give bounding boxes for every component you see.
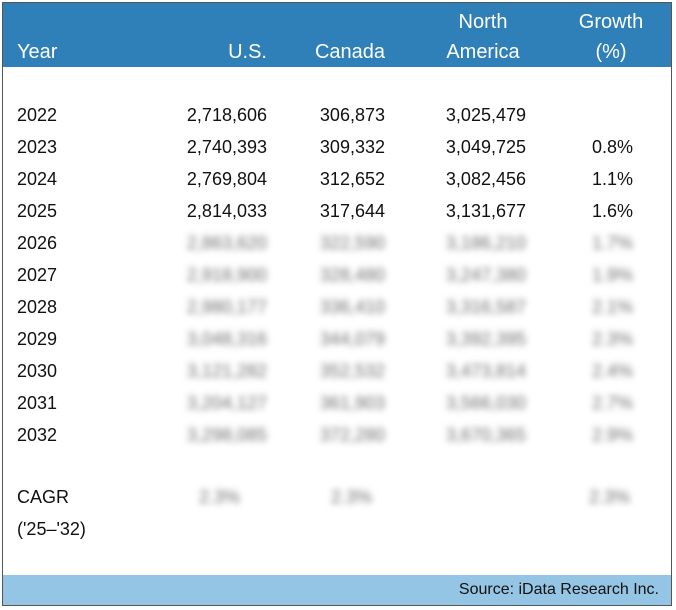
us-cell: 3,298,085 — [186, 425, 267, 445]
us-cell: 2,718,606 — [186, 105, 267, 125]
us-cell: 3,121,282 — [186, 361, 267, 381]
canada-cell: 309,332 — [319, 137, 385, 157]
growth-cell: 2.3% — [591, 329, 633, 349]
table-header: Year U.S. Canada North America Growth (%… — [3, 3, 671, 67]
us-cell: 2,863,620 — [186, 233, 267, 253]
cagr-label-line1: CAGR — [17, 487, 70, 507]
canada-cell: 361,903 — [319, 393, 385, 413]
table-body: 2022 2,718,606 306,873 3,025,479 2023 2,… — [3, 99, 671, 451]
north-america-cell: 3,247,380 — [445, 265, 526, 285]
north-america-cell: 3,316,587 — [445, 297, 526, 317]
table-row: 2031 3,204,127 361,903 3,566,030 2.7% — [3, 387, 671, 419]
growth-cell: 1.9% — [591, 265, 633, 285]
growth-cell: 2.4% — [591, 361, 633, 381]
source-footer: Source: iData Research Inc. — [3, 575, 671, 605]
table-row: 2022 2,718,606 306,873 3,025,479 — [3, 99, 671, 131]
growth-cell: 2.7% — [591, 393, 633, 413]
table-row: 2024 2,769,804 312,652 3,082,456 1.1% — [3, 163, 671, 195]
growth-cell: 1.1% — [591, 169, 633, 189]
table-row: 2023 2,740,393 309,332 3,049,725 0.8% — [3, 131, 671, 163]
year-cell: 2025 — [17, 201, 58, 221]
us-cell: 2,918,900 — [186, 265, 267, 285]
canada-cell: 317,644 — [319, 201, 385, 221]
canada-cell: 372,280 — [319, 425, 385, 445]
header-us: U.S. — [228, 41, 267, 63]
table-row: 2025 2,814,033 317,644 3,131,677 1.6% — [3, 195, 671, 227]
us-cell: 2,814,033 — [186, 201, 267, 221]
cagr-growth-value: 2.3% — [589, 487, 631, 507]
north-america-cell: 3,131,677 — [445, 201, 526, 221]
us-cell: 2,769,804 — [186, 169, 267, 189]
canada-cell: 328,480 — [319, 265, 385, 285]
canada-cell: 306,873 — [319, 105, 385, 125]
growth-cell: 1.7% — [591, 233, 633, 253]
cagr-canada-value: 2.3% — [331, 487, 373, 507]
us-cell: 3,204,127 — [186, 393, 267, 413]
header-canada: Canada — [314, 41, 385, 63]
canada-cell: 322,590 — [319, 233, 385, 253]
growth-cell: 2.9% — [591, 425, 633, 445]
year-cell: 2027 — [17, 265, 58, 285]
table-row: 2026 2,863,620 322,590 3,186,210 1.7% — [3, 227, 671, 259]
header-growth-line1: Growth — [578, 11, 644, 33]
year-cell: 2030 — [17, 361, 58, 381]
year-cell: 2023 — [17, 137, 58, 157]
north-america-cell: 3,186,210 — [445, 233, 526, 253]
north-america-cell: 3,670,365 — [445, 425, 526, 445]
north-america-cell: 3,025,479 — [445, 105, 526, 125]
canada-cell: 312,652 — [319, 169, 385, 189]
year-cell: 2026 — [17, 233, 58, 253]
canada-cell: 336,410 — [319, 297, 385, 317]
canada-cell: 352,532 — [319, 361, 385, 381]
year-cell: 2024 — [17, 169, 58, 189]
cagr-label-line2: ('25–'32) — [17, 519, 86, 539]
north-america-cell: 3,473,814 — [445, 361, 526, 381]
canada-cell: 344,079 — [319, 329, 385, 349]
growth-cell: 0.8% — [591, 137, 633, 157]
header-north-america-line2: America — [446, 41, 520, 63]
us-cell: 2,740,393 — [186, 137, 267, 157]
source-text: Source: iData Research Inc. — [458, 581, 659, 598]
year-cell: 2022 — [17, 105, 58, 125]
header-north-america-line1: North — [458, 11, 508, 33]
cagr-us-value: 2.3% — [199, 487, 241, 507]
year-cell: 2032 — [17, 425, 58, 445]
growth-cell: 1.6% — [591, 201, 633, 221]
year-cell: 2031 — [17, 393, 58, 413]
table-row: 2029 3,048,316 344,079 3,392,395 2.3% — [3, 323, 671, 355]
table-row: 2030 3,121,282 352,532 3,473,814 2.4% — [3, 355, 671, 387]
header-growth-line2: (%) — [595, 41, 627, 63]
growth-cell: 2.1% — [591, 297, 633, 317]
header-year: Year — [17, 41, 58, 63]
table-row: 2028 2,980,177 336,410 3,316,587 2.1% — [3, 291, 671, 323]
us-cell: 3,048,316 — [186, 329, 267, 349]
north-america-cell: 3,082,456 — [445, 169, 526, 189]
cagr-row: CAGR ('25–'32) 2.3% 2.3% 2.3% — [3, 481, 671, 551]
us-cell: 2,980,177 — [186, 297, 267, 317]
north-america-cell: 3,049,725 — [445, 137, 526, 157]
north-america-cell: 3,566,030 — [445, 393, 526, 413]
north-america-cell: 3,392,395 — [445, 329, 526, 349]
year-cell: 2029 — [17, 329, 58, 349]
year-cell: 2028 — [17, 297, 58, 317]
table-row: 2032 3,298,085 372,280 3,670,365 2.9% — [3, 419, 671, 451]
table-row: 2027 2,918,900 328,480 3,247,380 1.9% — [3, 259, 671, 291]
